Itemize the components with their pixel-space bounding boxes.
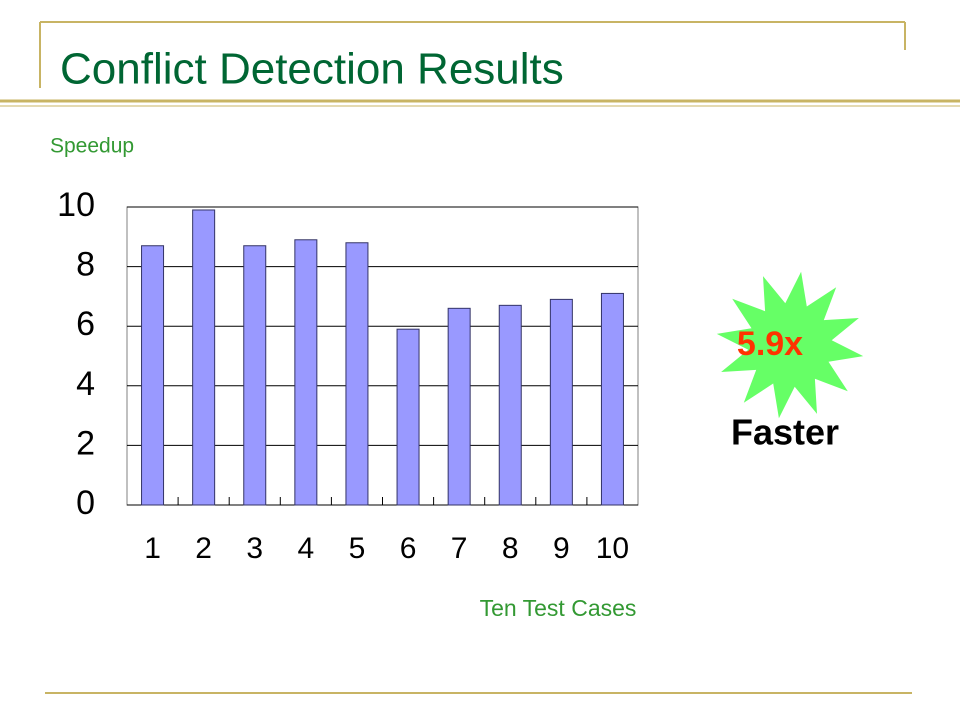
x-tick-label: 5 [349,532,366,565]
bar [600,292,624,506]
bar [549,298,573,506]
bar [345,242,369,506]
faster-callout: Faster [731,412,839,453]
bar [396,328,420,506]
bar [447,307,471,506]
x-tick-label: 9 [553,532,570,565]
bar [243,245,267,506]
y-tick-label: 2 [76,424,95,462]
x-tick-label: 8 [502,532,519,565]
y-tick-label: 10 [57,186,95,224]
x-tick-label: 6 [400,532,417,565]
slide-title: Conflict Detection Results [60,45,564,94]
y-tick-label: 4 [76,365,95,403]
y-tick-label: 6 [76,305,95,343]
starburst [716,271,864,419]
y-tick-label: 8 [76,246,95,284]
x-tick-label: 10 [596,532,629,565]
bar [192,209,216,506]
x-tick-label: 1 [144,532,161,565]
bar [498,304,522,506]
y-axis-label: Speedup [50,135,134,158]
x-tick-label: 7 [451,532,468,565]
x-tick-label: 4 [298,532,315,565]
y-tick-label: 0 [76,484,95,522]
slide-frame [0,21,960,694]
x-axis-label: Ten Test Cases [480,595,637,621]
bar [294,239,318,506]
x-tick-label: 3 [246,532,263,565]
speedup-callout: 5.9x [737,325,803,363]
x-tick-label: 2 [195,532,212,565]
bar [141,245,165,506]
